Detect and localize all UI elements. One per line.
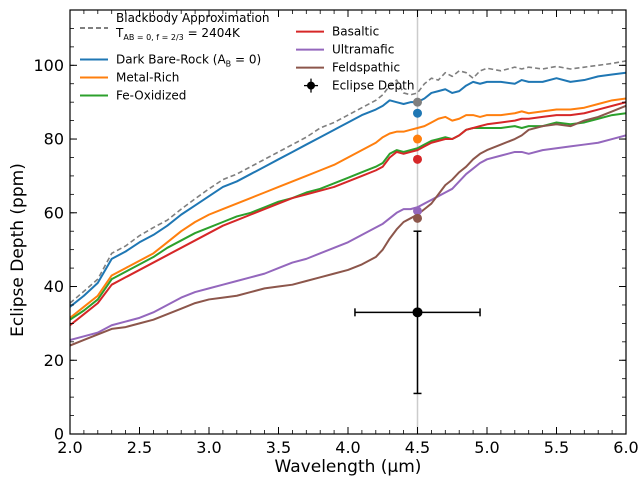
legend-entry: Fe-Oxidized [80, 89, 186, 103]
band-point-3 [413, 154, 422, 164]
legend-label: Feldspathic [332, 61, 400, 75]
legend-label: Ultramafic [332, 43, 394, 57]
x-tick-label: 4.0 [335, 438, 360, 457]
legend-label: Metal-Rich [116, 71, 179, 85]
legend-entry: Eclipse Depth [304, 78, 414, 93]
legend-label: Eclipse Depth [332, 79, 414, 93]
band-point-5 [413, 213, 422, 223]
legend-label: Blackbody Approximation [116, 11, 270, 25]
legend-label: Fe-Oxidized [116, 89, 186, 103]
legend-entry: Metal-Rich [80, 71, 179, 85]
x-axis-label: Wavelength (μm) [275, 457, 422, 477]
legend-entry: Ultramafic [296, 43, 394, 57]
legend-entry: Dark Bare-Rock (AB = 0) [80, 53, 261, 69]
series-line-2 [70, 97, 626, 319]
plot-area [70, 10, 626, 434]
axes: 2.0 2.5 3.0 3.5 4.0 4.5 5.0 5.5 6.0 0 20 40 60 80 100 [33, 9, 639, 457]
band-point-2 [413, 134, 422, 144]
y-tick-label: 80 [44, 130, 64, 149]
series-line-3 [70, 112, 626, 321]
band-point-1 [413, 108, 422, 118]
plot-clip-group [70, 10, 626, 434]
x-tick-label: 5.0 [474, 438, 499, 457]
y-tick-label: 0 [54, 425, 64, 444]
y-tick-label: 100 [33, 56, 64, 75]
series-line-0 [70, 60, 626, 304]
band-point-0 [413, 97, 422, 107]
x-tick-label: 3.0 [196, 438, 221, 457]
y-tick-label: 60 [44, 203, 64, 222]
legend-label: Dark Bare-Rock (AB = 0) [116, 53, 261, 69]
obs-marker [412, 307, 423, 318]
legend-label-line2: TAB = 0, f = 2/3 = 2404K [115, 26, 241, 42]
band-point-4 [413, 206, 422, 216]
legend-entry: Basaltic [296, 25, 379, 39]
legend-obs-marker [307, 81, 315, 90]
x-tick-label: 3.5 [266, 438, 291, 457]
x-tick-label: 6.0 [613, 438, 638, 457]
x-tick-label: 4.5 [405, 438, 430, 457]
legend-label: Basaltic [332, 25, 379, 39]
x-tick-label: 2.5 [127, 438, 152, 457]
series-line-4 [70, 101, 626, 327]
y-tick-label: 20 [44, 351, 64, 370]
series-line-5 [70, 134, 626, 341]
y-axis-label: Eclipse Depth (ppm) [8, 163, 28, 337]
y-tick-label: 40 [44, 277, 64, 296]
series-line-1 [70, 71, 626, 308]
x-tick-label: 2.0 [57, 438, 82, 457]
observation-point [354, 230, 481, 395]
series-line-6 [70, 104, 626, 347]
x-tick-label: 5.5 [544, 438, 569, 457]
legend-entry: Feldspathic [296, 61, 400, 75]
